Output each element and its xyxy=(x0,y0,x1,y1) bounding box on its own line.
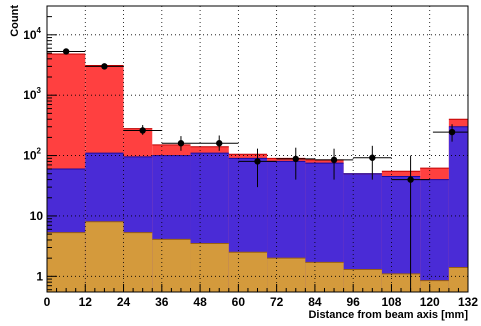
bar-stack-bottom xyxy=(305,262,344,292)
bar-stack-bottom xyxy=(123,232,153,292)
x-tick-label: 108 xyxy=(381,295,401,309)
x-tick-label: 120 xyxy=(420,295,440,309)
data-point xyxy=(254,158,261,165)
data-point xyxy=(369,154,376,161)
bar-stack-middle xyxy=(448,126,468,292)
x-tick-label: 0 xyxy=(44,295,51,309)
bar-stack-bottom xyxy=(152,239,191,292)
x-tick-label: 36 xyxy=(155,295,169,309)
bar-stack-middle xyxy=(420,179,449,292)
data-point xyxy=(216,140,223,147)
data-point xyxy=(330,156,338,164)
axis-ticks xyxy=(46,5,469,292)
bar-stack-bottom xyxy=(420,280,449,292)
data-point xyxy=(62,48,70,55)
x-tick-label: 84 xyxy=(308,295,322,309)
bar-stack-bottom xyxy=(85,221,124,292)
x-tick-label: 24 xyxy=(117,295,131,309)
data-point xyxy=(101,63,108,70)
y-axis-title: Count xyxy=(9,5,21,37)
data-points xyxy=(47,48,468,292)
x-tick-label: 96 xyxy=(347,295,361,309)
y-tick-label: 102 xyxy=(23,147,41,163)
data-point xyxy=(139,127,146,134)
stacked-bars xyxy=(47,53,468,293)
x-tick-label: 72 xyxy=(270,295,284,309)
data-point xyxy=(177,140,185,147)
x-tick-label: 60 xyxy=(232,295,246,309)
bar-stack-bottom xyxy=(267,258,306,292)
y-tick-label: 104 xyxy=(23,26,41,42)
x-tick-label: 12 xyxy=(79,295,93,309)
data-point xyxy=(448,128,456,136)
y-tick-label: 1 xyxy=(36,269,43,283)
bar-stack-bottom xyxy=(190,243,229,292)
bar-stack-bottom xyxy=(47,232,86,292)
bar-stack-middle xyxy=(381,176,421,292)
x-axis-title: Distance from beam axis [mm] xyxy=(308,309,468,321)
data-point xyxy=(407,176,414,183)
tick-labels: 0 12 24 36 48 60 72 84 96 108 120 132 1 10 102 103 104 xyxy=(23,26,478,309)
bar-stack-bottom xyxy=(228,252,268,292)
y-tick-label: 103 xyxy=(23,86,41,102)
x-tick-label: 48 xyxy=(193,295,207,309)
data-point xyxy=(292,155,299,163)
bar-stack-bottom xyxy=(448,267,468,292)
y-tick-label: 10 xyxy=(30,209,44,223)
x-tick-label: 132 xyxy=(458,295,478,309)
